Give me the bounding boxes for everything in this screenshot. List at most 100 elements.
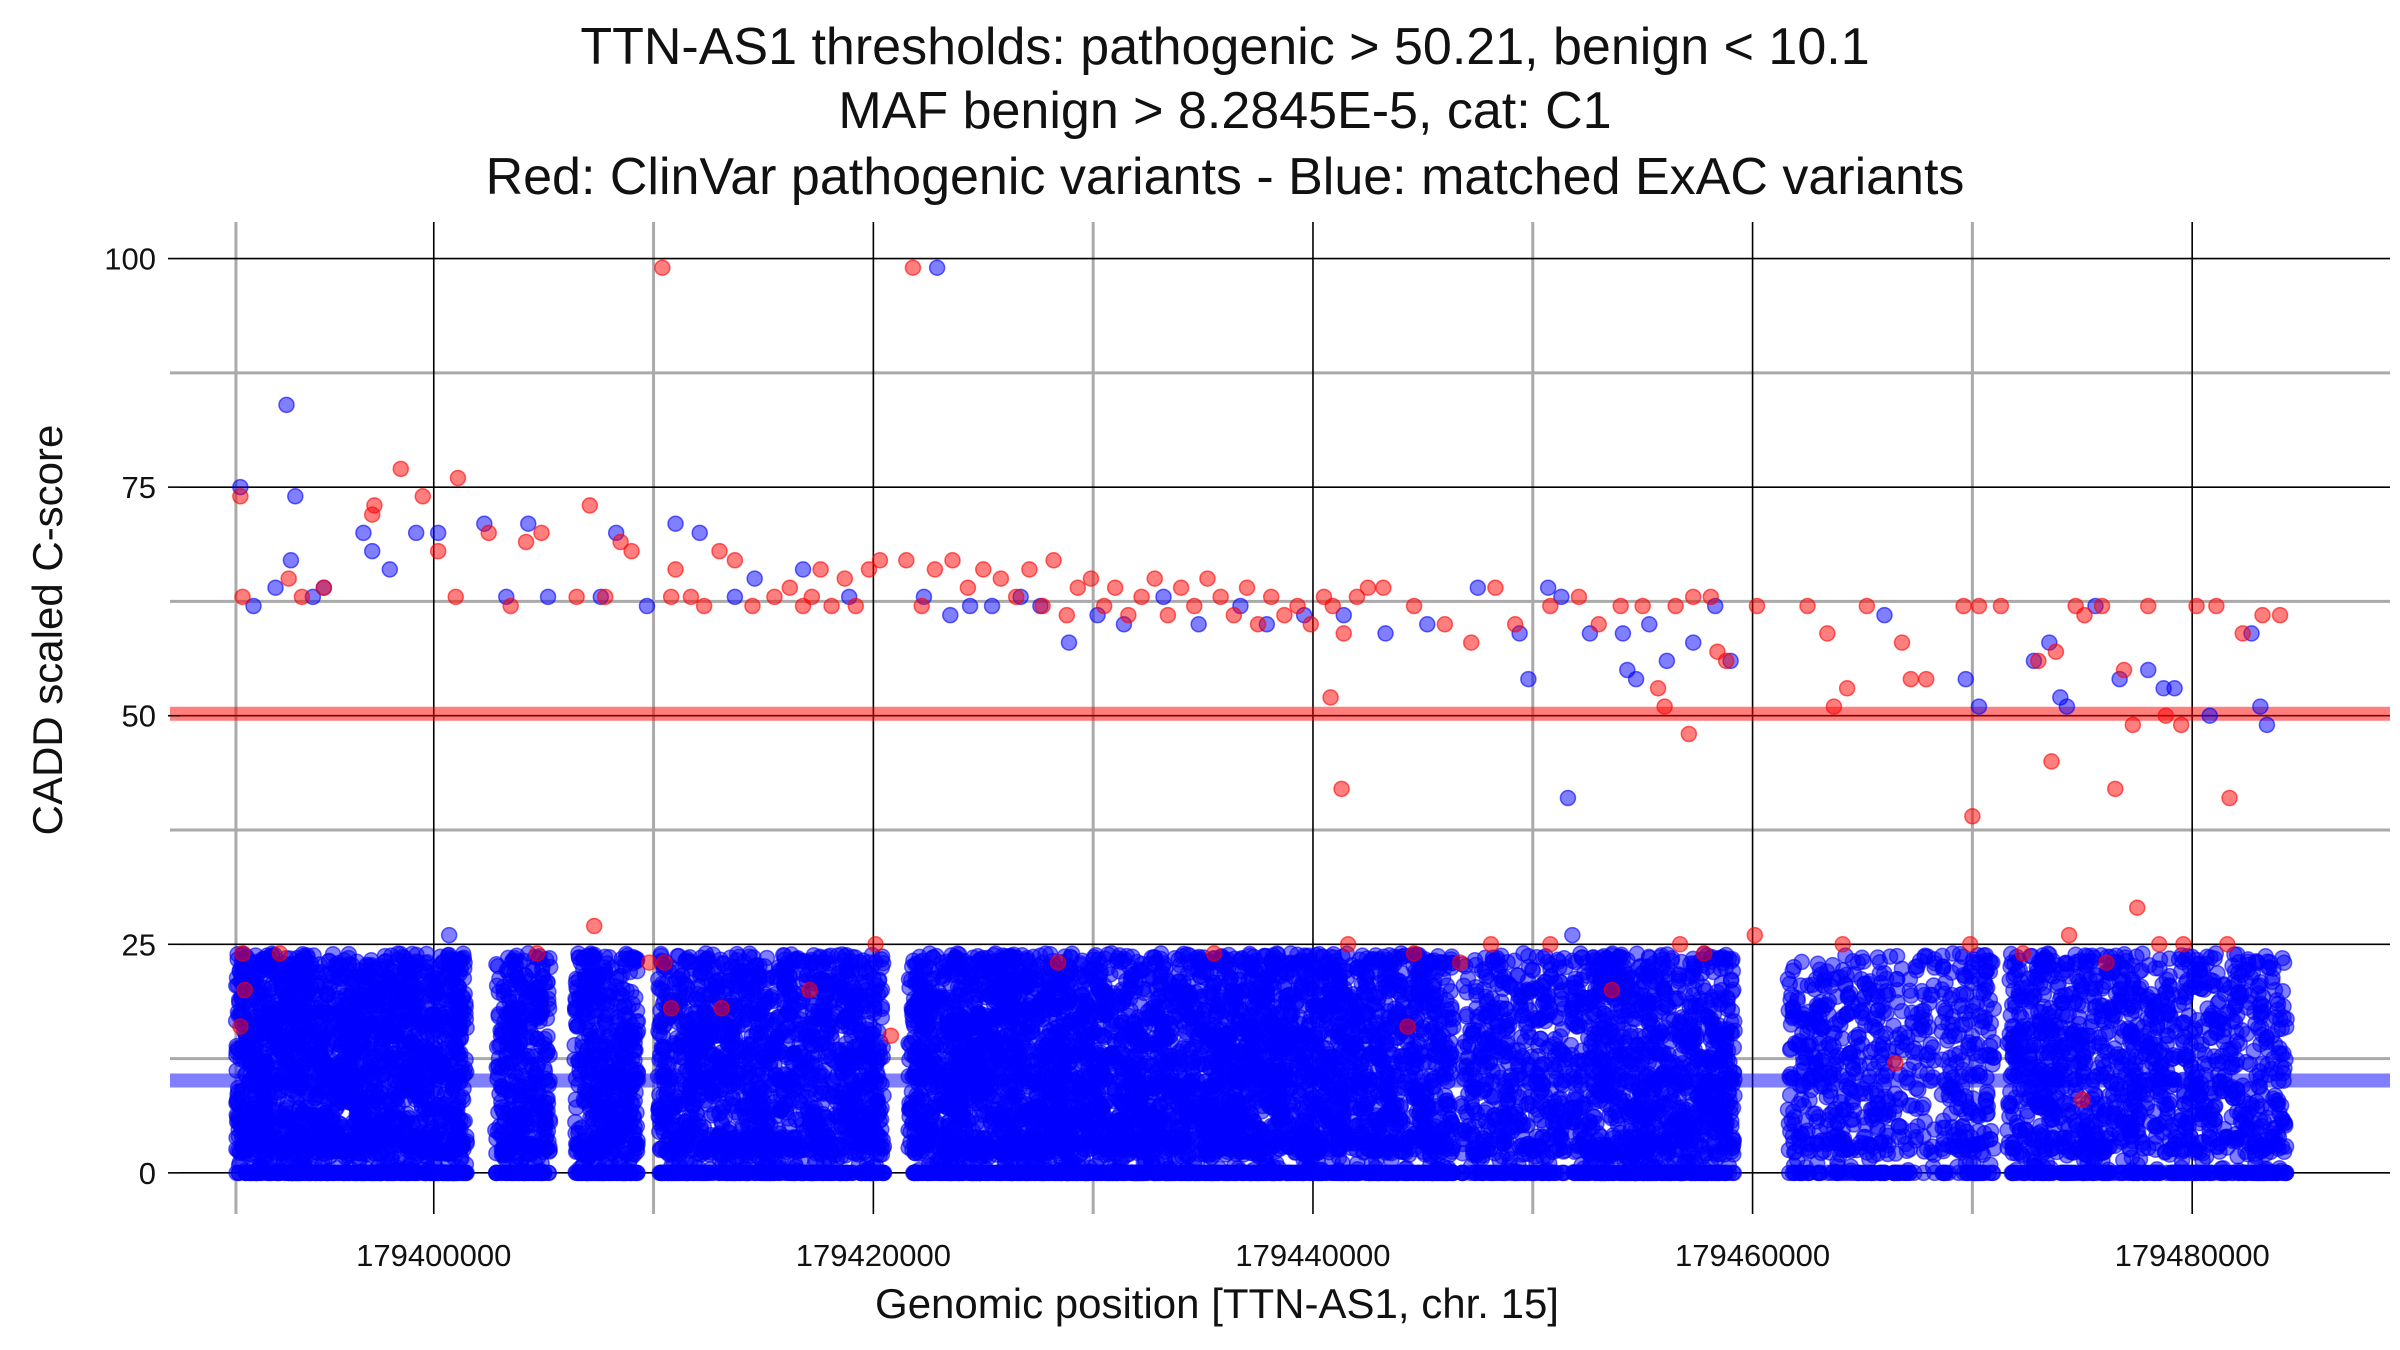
benign-band-point xyxy=(670,1037,688,1054)
benign-band-point xyxy=(753,1164,770,1182)
benign-band-point xyxy=(488,956,505,973)
benign-band-point xyxy=(740,1125,757,1143)
benign-band-point xyxy=(541,958,559,976)
benign-band-point xyxy=(813,1121,831,1139)
benign-band-point xyxy=(618,1145,636,1162)
benign-band-point xyxy=(319,1164,336,1182)
benign-band-point xyxy=(762,990,780,1008)
benign-band-point xyxy=(286,1054,303,1071)
benign-band-point xyxy=(681,1155,699,1172)
benign-band-point xyxy=(454,1113,472,1130)
benign-band-point xyxy=(285,995,303,1013)
benign-band-point xyxy=(862,1164,880,1182)
benign-band-point xyxy=(704,1082,722,1100)
benign-band-point xyxy=(873,998,891,1015)
benign-band-point xyxy=(629,1013,647,1030)
benign-band-point xyxy=(772,1043,790,1061)
benign-band-point xyxy=(831,1108,849,1126)
benign-band-point xyxy=(670,1131,688,1149)
benign-band-point xyxy=(763,1139,781,1157)
benign-band-point xyxy=(846,1081,863,1098)
benign-band-point xyxy=(446,1128,463,1146)
benign-band-point xyxy=(443,1086,460,1104)
benign-band-point xyxy=(538,1090,555,1108)
benign-band-point xyxy=(238,1122,255,1140)
benign-band-point xyxy=(781,967,798,985)
benign-band-point xyxy=(745,949,762,966)
benign-band-point xyxy=(488,1164,506,1182)
benign-band-point xyxy=(622,1164,639,1182)
benign-band-point xyxy=(608,1164,625,1182)
benign-band-point xyxy=(818,977,835,995)
benign-band-point xyxy=(529,996,547,1014)
benign-band-point xyxy=(727,1164,745,1182)
benign-band-point xyxy=(750,1102,767,1120)
benign-band-point xyxy=(373,1080,390,1098)
benign-band-point xyxy=(818,1024,836,1042)
benign-band-point xyxy=(438,1164,455,1182)
benign-band-point xyxy=(253,1125,270,1142)
benign-band-point xyxy=(785,1128,803,1146)
benign-band-point xyxy=(837,1164,855,1182)
benign-band-point xyxy=(809,1046,827,1063)
benign-band-point xyxy=(428,1055,445,1073)
benign-band-point xyxy=(713,955,731,972)
benign-band-point xyxy=(603,1109,620,1127)
benign-band-point xyxy=(301,972,318,989)
benign-band-point xyxy=(854,1036,872,1053)
benign-band-point xyxy=(597,1010,614,1028)
benign-band-point xyxy=(875,1138,893,1155)
benign-band-point xyxy=(626,1052,643,1069)
benign-band-point xyxy=(651,1108,668,1126)
benign-band-point xyxy=(406,977,423,994)
benign-band-point xyxy=(802,1068,819,1086)
benign-band-point xyxy=(577,1164,595,1182)
benign-band-point xyxy=(391,1148,409,1165)
benign-band-point xyxy=(418,994,436,1011)
benign-band-point xyxy=(269,1084,286,1102)
benign-band-point xyxy=(624,1095,641,1113)
benign-band-point xyxy=(384,1011,402,1029)
benign-band-point xyxy=(356,1066,373,1083)
benign-band-point xyxy=(295,1164,313,1182)
benign-band-point xyxy=(693,965,711,982)
benign-band-point xyxy=(688,1078,706,1095)
benign-band-point xyxy=(357,1015,374,1033)
benign-band-point xyxy=(299,949,316,966)
benign-band-point xyxy=(363,1164,381,1182)
benign-band-point xyxy=(814,1105,832,1123)
benign-band-point xyxy=(726,997,744,1015)
benign-band-point xyxy=(854,973,872,991)
benign-band-point xyxy=(844,961,861,978)
benign-band-point xyxy=(568,979,585,996)
benign-band-point xyxy=(349,1103,366,1121)
benign-band-point xyxy=(699,1096,717,1113)
benign-band-point xyxy=(392,945,409,963)
benign-band-point xyxy=(749,1141,766,1159)
benign-band-point xyxy=(539,1028,556,1045)
benign-band-point xyxy=(585,1107,602,1124)
benign-band-point xyxy=(536,974,554,991)
benign-band-point xyxy=(785,1076,802,1093)
benign-band-point xyxy=(285,968,302,985)
benign-band-point xyxy=(740,972,758,990)
benign-band-point xyxy=(511,953,529,971)
benign-band-point xyxy=(510,1107,528,1125)
benign-band-point xyxy=(313,1129,330,1146)
benign-band-point xyxy=(408,1128,426,1146)
benign-band-point xyxy=(794,1051,812,1069)
benign-band-point xyxy=(414,1039,432,1057)
benign-band-point xyxy=(866,1087,884,1104)
benign-band-point xyxy=(284,1076,301,1093)
benign-band-point xyxy=(769,1009,786,1026)
benign-band-point xyxy=(308,999,326,1017)
benign-band-point xyxy=(742,1086,759,1104)
benign-band-point xyxy=(456,1060,474,1077)
benign-band-point xyxy=(659,1080,677,1098)
benign-band-point xyxy=(721,1141,738,1159)
benign-band-point xyxy=(407,1075,425,1093)
benign-band-point xyxy=(444,959,461,976)
benign-band-point xyxy=(417,1148,435,1165)
benign-band-point xyxy=(281,1164,298,1182)
benign-band-point xyxy=(756,1083,773,1100)
